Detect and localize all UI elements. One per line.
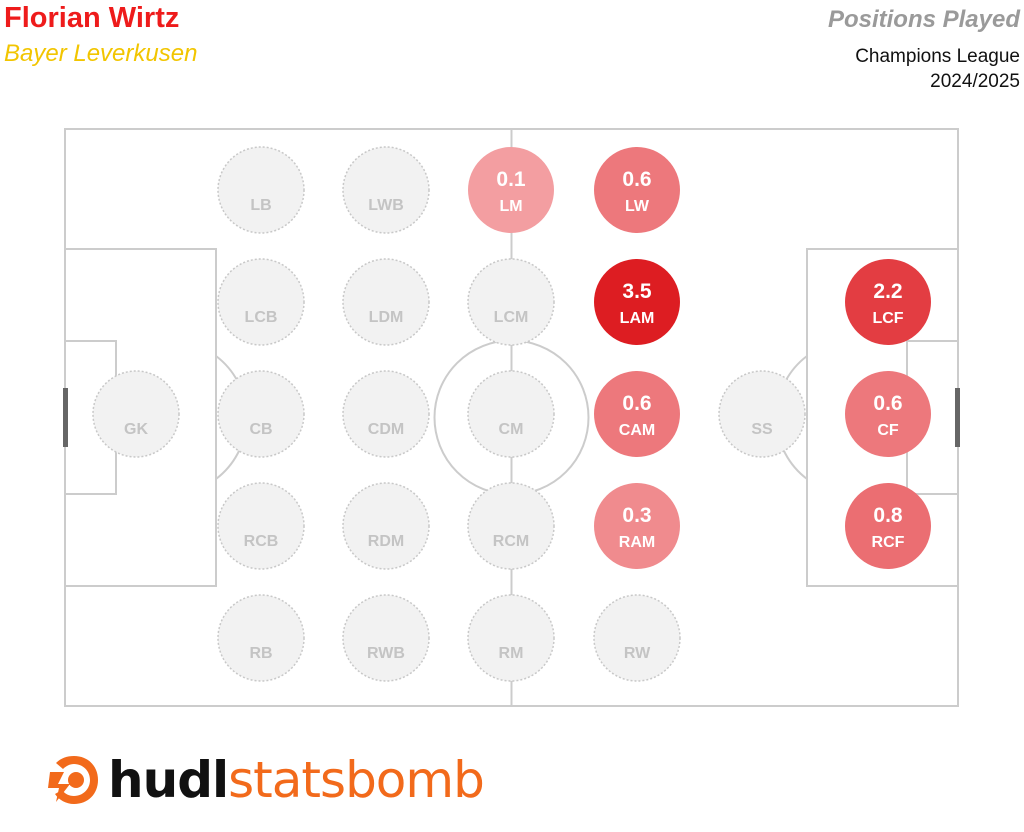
position-label-lm: LM (499, 198, 522, 215)
position-value-lm: 0.1 (496, 168, 526, 191)
position-marker-rdm (342, 482, 430, 570)
position-label-ram: RAM (619, 534, 655, 551)
position-label-rw: RW (624, 645, 651, 662)
position-lwb: LWB (342, 146, 430, 234)
positions-layer: GK LB LCB CB RCB RB LWB LDM CDM RDM RWB 0.1 LM LCM CM R… (92, 146, 931, 682)
left-goal (63, 388, 68, 447)
position-marker-lwb (342, 146, 430, 234)
competition-label: Champions League (855, 46, 1020, 67)
position-marker-lam (594, 259, 680, 345)
position-label-rcm: RCM (493, 533, 529, 550)
position-marker-lcf (845, 259, 931, 345)
position-label-lcf: LCF (872, 310, 903, 327)
position-marker-rcb (217, 482, 305, 570)
position-ldm: LDM (342, 258, 430, 346)
position-lm: 0.1 LM (468, 147, 554, 233)
position-marker-rcf (845, 483, 931, 569)
position-marker-rcm (467, 482, 555, 570)
position-rcm: RCM (467, 482, 555, 570)
position-ss: SS (718, 370, 806, 458)
position-value-cam: 0.6 (622, 392, 651, 415)
position-value-lw: 0.6 (622, 168, 651, 191)
position-marker-lw (594, 147, 680, 233)
position-marker-rwb (342, 594, 430, 682)
position-marker-ldm (342, 258, 430, 346)
position-marker-gk (92, 370, 180, 458)
position-marker-cdm (342, 370, 430, 458)
hudl-statsbomb-logo: hudl statsbomb (44, 748, 485, 812)
position-rcb: RCB (217, 482, 305, 570)
position-label-cf: CF (877, 422, 899, 439)
position-marker-cam (594, 371, 680, 457)
position-label-rcf: RCF (872, 534, 905, 551)
position-label-rcb: RCB (244, 533, 279, 550)
team-name: Bayer Leverkusen (4, 40, 198, 67)
position-lcm: LCM (467, 258, 555, 346)
position-value-rcf: 0.8 (873, 504, 903, 527)
position-label-rm: RM (499, 645, 524, 662)
position-lam: 3.5 LAM (594, 259, 680, 345)
position-marker-cb (217, 370, 305, 458)
position-marker-rw (593, 594, 681, 682)
position-label-cdm: CDM (368, 421, 404, 438)
position-lb: LB (217, 146, 305, 234)
position-marker-rm (467, 594, 555, 682)
position-rcf: 0.8 RCF (845, 483, 931, 569)
position-label-rdm: RDM (368, 533, 404, 550)
position-label-cm: CM (499, 421, 524, 438)
position-label-lwb: LWB (368, 197, 404, 214)
statsbomb-logo-icon (48, 756, 98, 804)
position-rdm: RDM (342, 482, 430, 570)
position-marker-lb (217, 146, 305, 234)
right-goal (955, 388, 960, 447)
logo-text-statsbomb: statsbomb (228, 751, 485, 809)
position-cm: CM (467, 370, 555, 458)
position-gk: GK (92, 370, 180, 458)
season-label: 2024/2025 (930, 71, 1020, 92)
position-label-rb: RB (249, 645, 272, 662)
position-lcb: LCB (217, 258, 305, 346)
position-marker-lm (468, 147, 554, 233)
position-label-lb: LB (250, 197, 271, 214)
position-label-lam: LAM (620, 310, 655, 327)
pitch-chart: GK LB LCB CB RCB RB LWB LDM CDM RDM RWB 0.1 LM LCM CM R… (63, 128, 960, 707)
position-label-ss: SS (751, 421, 773, 438)
position-marker-ss (718, 370, 806, 458)
position-marker-lcb (217, 258, 305, 346)
position-label-cb: CB (249, 421, 272, 438)
chart-title: Positions Played (827, 6, 1020, 33)
position-marker-ram (594, 483, 680, 569)
position-rb: RB (217, 594, 305, 682)
position-marker-rb (217, 594, 305, 682)
player-name: Florian Wirtz (4, 2, 180, 34)
position-value-ram: 0.3 (622, 504, 651, 527)
position-label-gk: GK (124, 421, 148, 438)
position-lw: 0.6 LW (594, 147, 680, 233)
position-cf: 0.6 CF (845, 371, 931, 457)
position-label-rwb: RWB (367, 645, 405, 662)
position-marker-lcm (467, 258, 555, 346)
position-value-lam: 3.5 (622, 280, 652, 303)
position-lcf: 2.2 LCF (845, 259, 931, 345)
logo-text-hudl: hudl (108, 751, 229, 809)
position-label-ldm: LDM (369, 309, 404, 326)
position-label-cam: CAM (619, 422, 655, 439)
position-label-lw: LW (625, 198, 650, 215)
position-cdm: CDM (342, 370, 430, 458)
position-cam: 0.6 CAM (594, 371, 680, 457)
position-cb: CB (217, 370, 305, 458)
position-label-lcb: LCB (245, 309, 278, 326)
position-value-lcf: 2.2 (873, 280, 902, 303)
position-value-cf: 0.6 (873, 392, 902, 415)
position-label-lcm: LCM (494, 309, 529, 326)
position-rw: RW (593, 594, 681, 682)
position-marker-cf (845, 371, 931, 457)
position-ram: 0.3 RAM (594, 483, 680, 569)
position-rwb: RWB (342, 594, 430, 682)
position-marker-cm (467, 370, 555, 458)
position-rm: RM (467, 594, 555, 682)
